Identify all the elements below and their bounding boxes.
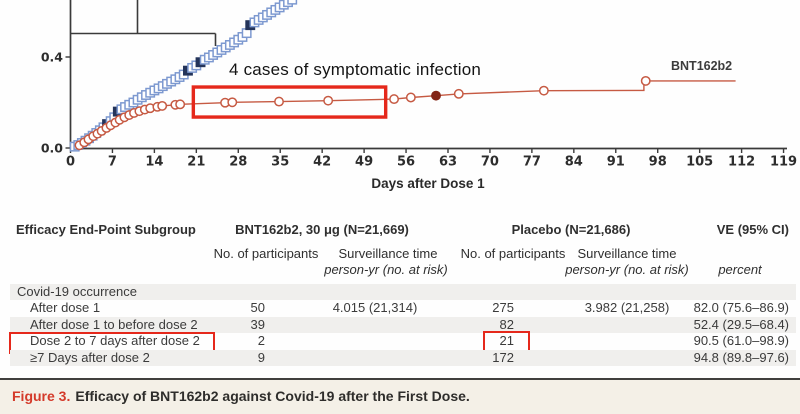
placebo-marker	[241, 28, 252, 39]
x-tick-label: 63	[439, 155, 457, 170]
x-tick-label: 119	[770, 155, 797, 170]
x-tick-label: 112	[728, 155, 755, 170]
vaccine-marker	[453, 88, 464, 99]
table-row: After dose 1 to before dose 2 39 82 52.4 (2…	[0, 317, 800, 333]
placebo-participants-value: 172	[492, 349, 514, 365]
x-tick-label: 98	[649, 155, 667, 170]
vaccine-marker	[431, 90, 441, 101]
vaccine-surveillance-value: 4.015 (21,314)	[332, 300, 418, 316]
placebo-participants-value: 82	[499, 316, 514, 332]
x-tick-label: 105	[686, 155, 713, 170]
ve-value: 94.8 (89.8–97.6)	[693, 349, 789, 365]
row-label: ≥7 Days after dose 2	[30, 349, 150, 365]
placebo-participants-value: 275	[492, 300, 514, 316]
vaccine-participants-value: 2	[257, 333, 265, 349]
vaccine-marker	[405, 92, 416, 103]
percent-subheader: percent	[718, 262, 762, 277]
vaccine-marker	[640, 75, 651, 86]
ve-header: VE (95% CI)	[716, 222, 789, 237]
x-tick-label: 21	[187, 155, 205, 170]
x-tick-label: 91	[607, 155, 625, 170]
placebo-surveillance-value: 3.982 (21,258)	[584, 300, 670, 316]
x-tick-label: 0	[66, 155, 75, 170]
x-axis-ticks: 0 7 14 21 28 35 42 49 56 63 70 77 84 91 98 105 112 119	[66, 148, 797, 170]
table-row: After dose 1 50 4.015 (21,314) 275 3.982 (21…	[0, 300, 800, 316]
ve-value: 82.0 (75.6–86.9)	[693, 300, 789, 316]
vaccine-marker	[175, 99, 186, 110]
row-label: After dose 1	[30, 300, 101, 316]
table-row: Dose 2 to 7 days after dose 2 2 21 90.5 (61…	[0, 333, 800, 349]
vaccine-marker	[323, 95, 334, 106]
y-tick-label: 0.0	[41, 141, 63, 156]
row-band	[10, 349, 796, 366]
vaccine-participants-value: 9	[257, 349, 265, 365]
row-band	[10, 316, 796, 334]
placebo-personyr-subheader: person-yr (no. at risk)	[565, 262, 689, 277]
vaccine-participants-value: 50	[250, 300, 265, 316]
table-section-row: Covid-19 occurrence	[0, 284, 800, 300]
vaccine-line	[70, 80, 736, 149]
vaccine-surveillance-value	[300, 317, 450, 333]
placebo-participants-value: 21	[499, 333, 514, 349]
x-tick-label: 49	[355, 155, 373, 170]
x-tick-label: 84	[565, 155, 583, 170]
ve-value: 90.5 (61.0–98.9)	[693, 333, 789, 349]
placebo-participants-subheader: No. of participants	[460, 246, 566, 261]
vaccine-surveillance-value	[300, 333, 450, 349]
vaccine-marker	[157, 100, 168, 111]
x-axis-title: Days after Dose 1	[371, 176, 485, 191]
annotation-highlight-box	[191, 85, 388, 119]
ve-value: 52.4 (29.5–68.4)	[693, 316, 789, 332]
row-band	[10, 284, 796, 301]
chart-axes	[69, 0, 787, 150]
figure-caption: Figure 3. Efficacy of BNT162b2 against Co…	[0, 378, 800, 414]
x-tick-label: 70	[481, 155, 499, 170]
vaccine-participants-subheader: No. of participants	[213, 246, 319, 261]
x-tick-label: 56	[397, 155, 415, 170]
vaccine-marker	[389, 94, 400, 105]
table-row: ≥7 Days after dose 2 9 172 94.8 (89.8–97.6)	[0, 350, 800, 366]
y-tick-label: 0.4	[41, 50, 63, 65]
vaccine-marker	[274, 96, 284, 107]
bnt162b2-series-label: BNT162b2	[671, 59, 733, 73]
vaccine-personyr-subheader: person-yr (no. at risk)	[324, 262, 448, 277]
x-tick-label: 28	[229, 155, 247, 170]
vaccine-participants-value: 39	[250, 316, 265, 332]
efficacy-chart: 0 7 14 21 28 35 42 49 56 63 70 77 84 91 98 105 112 119 0.0…	[41, 0, 797, 170]
placebo-surveillance-subheader: Surveillance time	[577, 246, 677, 261]
row-label: Dose 2 to 7 days after dose 2	[30, 333, 200, 349]
x-tick-label: 14	[145, 155, 163, 170]
caption-title: Efficacy of BNT162b2 against Covid-19 af…	[75, 388, 470, 404]
x-tick-label: 7	[108, 155, 117, 170]
chart-annotation: 4 cases of symptomatic infection	[229, 60, 482, 79]
row-label: Covid-19 occurrence	[17, 284, 137, 299]
vaccine-surveillance-subheader: Surveillance time	[338, 246, 438, 261]
vaccine-marker	[227, 97, 238, 108]
inset-bracket	[70, 0, 217, 46]
x-tick-label: 42	[313, 155, 331, 170]
vaccine-surveillance-value	[300, 350, 450, 366]
vaccine-series	[74, 75, 651, 151]
vaccine-group-header: BNT162b2, 30 μg (N=21,669)	[235, 222, 409, 237]
table-title: Efficacy End-Point Subgroup	[16, 222, 196, 237]
placebo-marker	[287, 0, 298, 5]
caption-figure-number: Figure 3.	[12, 388, 71, 404]
x-tick-label: 77	[523, 155, 541, 170]
vaccine-marker	[538, 85, 549, 96]
y-axis-ticks: 0.0 0.4	[41, 50, 71, 156]
x-tick-label: 35	[271, 155, 289, 170]
placebo-group-header: Placebo (N=21,686)	[511, 222, 631, 237]
row-label: After dose 1 to before dose 2	[30, 316, 198, 332]
